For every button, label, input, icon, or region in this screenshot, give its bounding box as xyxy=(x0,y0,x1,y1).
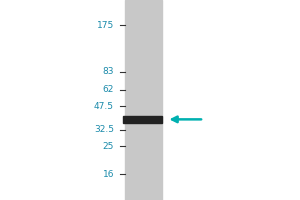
Text: 32.5: 32.5 xyxy=(94,125,114,134)
Text: 175: 175 xyxy=(97,21,114,30)
Text: 47.5: 47.5 xyxy=(94,102,114,111)
Text: 16: 16 xyxy=(103,170,114,179)
Text: 62: 62 xyxy=(103,85,114,94)
Text: 83: 83 xyxy=(103,67,114,76)
Bar xyxy=(123,116,162,123)
Text: 25: 25 xyxy=(103,142,114,151)
